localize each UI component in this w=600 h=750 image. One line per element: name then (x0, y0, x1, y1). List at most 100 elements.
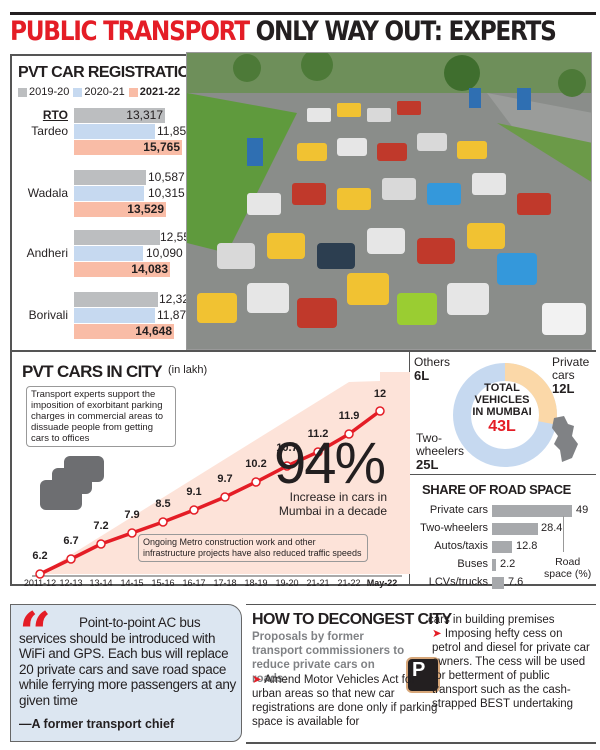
x-label: 13-14 (89, 578, 113, 588)
rto-tardeo: Tardeo (31, 124, 68, 138)
bar-wadala-2021: 13,529 (74, 202, 166, 217)
swatch-icon (73, 87, 83, 97)
proposal-2: ➤ Imposing hefty cess on petrol and dies… (432, 628, 590, 710)
bar-wadala-2020: 10,315 (74, 186, 185, 201)
bar-borivali-2021: 14,648 (74, 324, 174, 339)
parking-charges-note: Transport experts support the imposition… (26, 386, 176, 447)
point-label: 8.5 (155, 498, 171, 510)
point-label: 7.2 (93, 520, 109, 532)
x-label: 17-18 (213, 578, 237, 588)
decongest-title: HOW TO DECONGEST CITY (252, 611, 452, 628)
vehicles-donut-chart (453, 363, 557, 467)
rto-header: RTO (42, 108, 68, 122)
swatch-icon (18, 87, 27, 97)
x-label: May-22 (366, 578, 398, 588)
increase-label: Increase in cars in Mumbai in a decade (278, 490, 387, 518)
x-label: 18-19 (244, 578, 268, 588)
swatch-icon (128, 87, 138, 97)
road-bar-autos (492, 541, 512, 553)
bar-tardeo-2020: 11,856 (74, 124, 193, 139)
registrations-panel: PVT CAR REGISTRATIONS 2019-20 2020-21 20… (10, 54, 211, 350)
bar-andheri-2021: 14,083 (74, 262, 170, 277)
legend-2021: 2021-22 (128, 86, 180, 98)
x-label: 15-16 (151, 578, 175, 588)
point-label: 12 (373, 388, 387, 400)
others-label: Others 6L (414, 355, 451, 383)
quote-text: Point-to-point AC bus services should be… (19, 615, 237, 708)
proposal-1: ➤ Amend Motor Vehicles Act for urban are… (252, 674, 438, 728)
bar-wadala-2019: 10,587 (74, 170, 185, 185)
x-label: 14-15 (120, 578, 144, 588)
registrations-legend: 2019-20 2020-21 2021-22 (18, 86, 180, 98)
quote-attribution: —A former transport chief (19, 717, 175, 731)
road-label: Buses (457, 558, 488, 570)
quote-mark-icon: “ (19, 600, 52, 666)
parking-icon: P (406, 657, 440, 693)
city-cars-title: PVT CARS IN CITY (22, 362, 163, 381)
unit-leader-line (563, 516, 564, 552)
road-bar-lcvs (492, 577, 504, 589)
road-space-panel: SHARE OF ROAD SPACE Private cars 49 Two-… (410, 476, 596, 589)
two-wheelers-label: Two-wheelers 25L (416, 431, 465, 472)
road-value: 28.4 (541, 522, 563, 534)
headline: PUBLIC TRANSPORT ONLY WAY OUT: EXPERTS (10, 16, 557, 50)
total-vehicles-panel: Others 6L Private cars 12L Two-wheelers 25L … (410, 350, 596, 475)
point-label: 9.1 (186, 486, 202, 498)
road-label: Two-wheelers (420, 522, 488, 534)
road-space-unit: Road space (%) (544, 556, 592, 580)
headline-black: ONLY WAY OUT: EXPERTS (255, 16, 557, 47)
road-label: Autos/taxis (434, 540, 488, 552)
decongest-subtitle: Proposals by former transport commission… (252, 631, 405, 685)
x-label: 21-21 (306, 578, 330, 588)
legend-2020: 2020-21 (73, 86, 125, 98)
x-label: 16-17 (182, 578, 206, 588)
rto-borivali: Borivali (28, 308, 68, 322)
point-label: 7.9 (124, 509, 140, 521)
increase-percent: 94% (274, 431, 386, 496)
decongest-panel: HOW TO DECONGEST CITY Proposals by forme… (246, 604, 596, 744)
road-label: Private cars (429, 504, 488, 516)
city-cars-chart (32, 372, 410, 579)
point-label: 9.7 (217, 473, 233, 485)
donut-center-label: TOTAL VEHICLES IN MUMBAI 43L (466, 382, 538, 436)
point-label: 11.2 (307, 428, 329, 440)
x-label: 2011-12 (23, 578, 57, 588)
point-label: 10.2 (245, 458, 267, 470)
bar-andheri-2020: 10,090 (74, 246, 183, 261)
city-cars-panel: PVT CARS IN CITY (in lakh) Transport exp… (10, 350, 410, 588)
arrow-icon: ➤ (252, 674, 265, 686)
point-label: 6.2 (32, 550, 48, 562)
road-bar-private (492, 505, 572, 517)
road-value: 12.8 (516, 540, 538, 552)
point-label: 11.9 (338, 410, 360, 422)
bar-tardeo-2021: 15,765 (74, 140, 182, 155)
traffic-jam-photo (186, 52, 592, 350)
registrations-title: PVT CAR REGISTRATIONS (18, 64, 211, 81)
bar-borivali-2020: 11,878 (74, 308, 193, 323)
headline-red: PUBLIC TRANSPORT (10, 16, 250, 47)
rto-andheri: Andheri (26, 246, 68, 260)
point-label: 10.7 (276, 442, 298, 454)
x-label: 21-22 (337, 578, 361, 588)
x-label: 19-20 (275, 578, 299, 588)
top-rule (10, 12, 596, 15)
point-label: 6.7 (63, 535, 79, 547)
cars-icon (40, 456, 104, 510)
road-value: 49 (576, 504, 589, 516)
traffic-photo-icon (187, 53, 591, 349)
proposal-1-continued: cars in building premises (428, 614, 555, 626)
road-space-title: SHARE OF ROAD SPACE (422, 482, 571, 497)
road-bar-buses (492, 559, 496, 571)
rto-wadala: Wadala (27, 186, 68, 200)
quote-box: “ Point-to-point AC bus services should … (10, 604, 242, 742)
road-bar-two-wheelers (492, 523, 538, 535)
arrow-icon: ➤ (432, 628, 445, 640)
road-label: LCVs/trucks (428, 576, 488, 588)
legend-2019: 2019-20 (18, 86, 69, 98)
city-cars-unit: (in lakh) (168, 364, 208, 376)
private-cars-label: Private cars 12L (552, 355, 590, 396)
road-value: 7.6 (508, 576, 524, 588)
mumbai-map-icon (552, 416, 578, 462)
metro-note: Ongoing Metro construction work and othe… (138, 534, 368, 562)
total-vehicles-value: 43L (488, 418, 516, 435)
